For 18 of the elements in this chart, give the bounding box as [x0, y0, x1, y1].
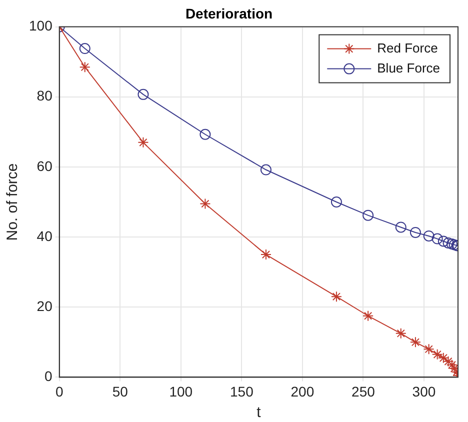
- y-tick-label: 40: [36, 228, 53, 244]
- y-axis-title: No. of force: [4, 163, 22, 241]
- x-tick-label: 250: [352, 383, 376, 400]
- x-tick-label: 300: [412, 383, 436, 400]
- x-tick-label: 100: [169, 383, 193, 400]
- x-tick-label: 150: [230, 383, 254, 400]
- x-tick-label: 50: [112, 383, 128, 400]
- legend-label: Blue Force: [377, 60, 440, 76]
- x-axis-title: t: [256, 404, 262, 422]
- y-tick-label: 0: [44, 368, 53, 384]
- y-tick-label: 100: [29, 18, 53, 34]
- x-tick-label: 0: [55, 383, 64, 400]
- y-tick-label: 80: [36, 88, 53, 104]
- y-tick-label: 60: [36, 158, 53, 174]
- x-tick-label: 200: [290, 383, 314, 400]
- legend-label: Red Force: [377, 40, 438, 56]
- chart-title: Deterioration: [185, 5, 273, 22]
- y-tick-label: 20: [36, 298, 53, 314]
